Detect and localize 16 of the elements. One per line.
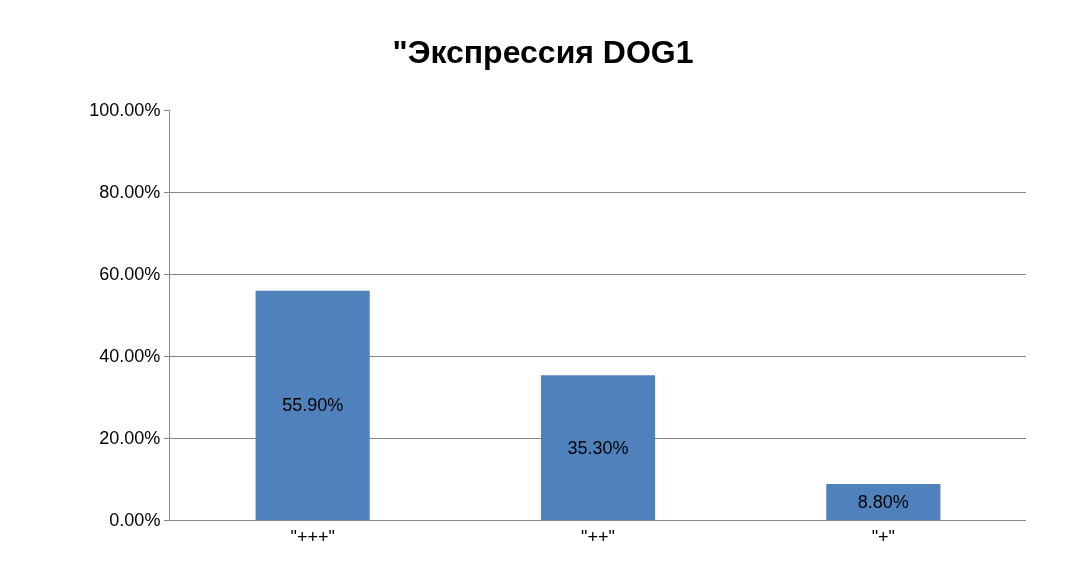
data-label: 35.30% [567, 437, 629, 458]
chart-title: "Экспрессия DOG1 [392, 34, 694, 70]
bar [255, 290, 370, 520]
x-tick-label: "+" [871, 526, 895, 547]
data-label: 55.90% [282, 395, 344, 416]
data-label: 8.80% [857, 491, 909, 512]
x-tick-label: "+++" [290, 526, 335, 547]
y-tick-label: 60.00% [99, 264, 161, 285]
y-tick-label: 100.00% [89, 100, 161, 121]
y-tick-label: 80.00% [99, 182, 161, 203]
x-tick-label: "++" [581, 526, 615, 547]
y-tick-label: 40.00% [99, 346, 161, 367]
bar [826, 483, 941, 520]
y-tick-label: 0.00% [109, 510, 161, 531]
y-tick-label: 20.00% [99, 428, 161, 449]
bar [540, 375, 656, 520]
